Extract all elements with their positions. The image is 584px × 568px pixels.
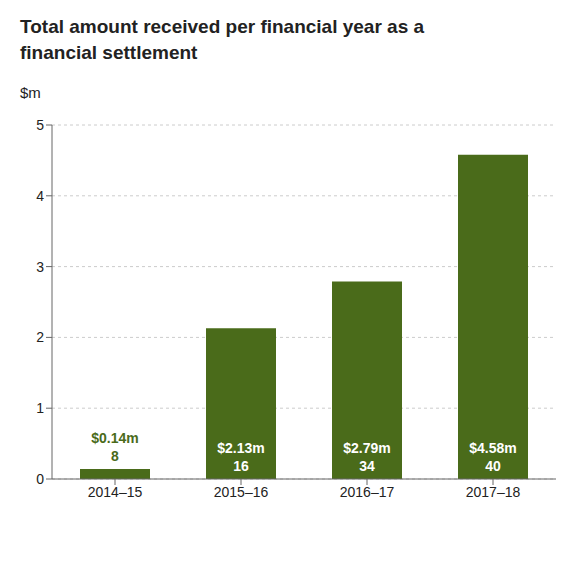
svg-text:2017–18: 2017–18 [466, 484, 521, 500]
html-text:$m: $m [20, 84, 41, 101]
html-text:Total amount received per fina: Total amount received per financial year… [20, 16, 425, 63]
svg-text:5: 5 [36, 117, 44, 133]
svg-text:$4.58m: $4.58m [469, 440, 516, 456]
svg-text:16: 16 [233, 458, 249, 474]
svg-text:$2.13m: $2.13m [217, 440, 264, 456]
svg-text:$0.14m: $0.14m [91, 430, 138, 446]
svg-text:2015–16: 2015–16 [214, 484, 269, 500]
svg-text:34: 34 [359, 458, 375, 474]
svg-text:40: 40 [485, 458, 501, 474]
svg-text:2014–15: 2014–15 [88, 484, 143, 500]
svg-text:8: 8 [111, 448, 119, 464]
svg-text:1: 1 [36, 400, 44, 416]
svg-text:3: 3 [36, 259, 44, 275]
svg-text:0: 0 [36, 471, 44, 487]
svg-text:2: 2 [36, 329, 44, 345]
svg-text:4: 4 [36, 188, 44, 204]
svg-text:$2.79m: $2.79m [343, 440, 390, 456]
svg-text:2016–17: 2016–17 [340, 484, 395, 500]
